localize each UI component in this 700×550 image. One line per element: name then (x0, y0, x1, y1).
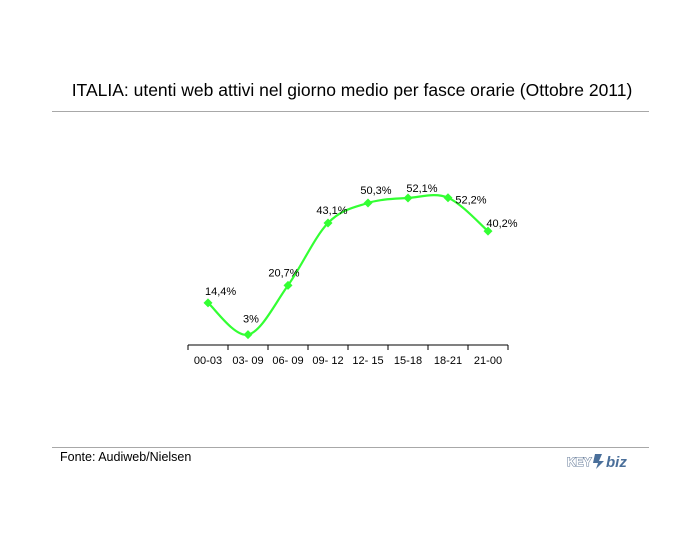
data-label: 43,1% (316, 205, 347, 217)
data-point (203, 298, 213, 308)
svg-text:biz: biz (606, 454, 627, 471)
series-layer (203, 193, 493, 340)
series-line (207, 194, 489, 336)
data-label: 50,3% (360, 185, 391, 197)
svg-text:KEY: KEY (567, 455, 592, 469)
key4biz-logo: KEY biz (566, 454, 627, 471)
data-label: 40,2% (486, 218, 517, 230)
x-tick-label: 15-18 (394, 355, 422, 367)
data-point (323, 218, 333, 228)
data-label: 52,1% (406, 183, 437, 195)
data-point (283, 280, 293, 290)
data-label: 52,2% (455, 195, 486, 207)
data-label: 20,7% (268, 267, 299, 279)
x-tick-label: 09- 12 (312, 355, 343, 367)
data-point (483, 226, 493, 236)
data-point (443, 193, 453, 203)
x-tick-label: 03- 09 (232, 355, 263, 367)
source-note: Fonte: Audiweb/Nielsen (60, 450, 192, 464)
bottom-divider (52, 447, 649, 448)
data-point (403, 193, 413, 203)
x-tick-label: 21-00 (474, 355, 502, 367)
chart-title: ITALIA: utenti web attivi nel giorno med… (71, 80, 633, 100)
top-divider (52, 111, 649, 112)
data-label: 3% (243, 314, 259, 326)
x-tick-label: 12- 15 (352, 355, 383, 367)
x-axis: 00-03 03- 09 06- 09 09- 12 12- 15 15-18 18-21 2… (187, 344, 509, 367)
data-point (243, 330, 253, 340)
x-tick-label: 00-03 (194, 355, 222, 367)
x-tick-label: 06- 09 (272, 355, 303, 367)
data-point (363, 198, 373, 208)
x-tick-label: 18-21 (434, 355, 462, 367)
data-labels: 14,4% 3% 20,7% 43,1% 50,3% 52,1% 52,2%40,2% (205, 183, 518, 326)
data-label: 14,4% (205, 286, 236, 298)
